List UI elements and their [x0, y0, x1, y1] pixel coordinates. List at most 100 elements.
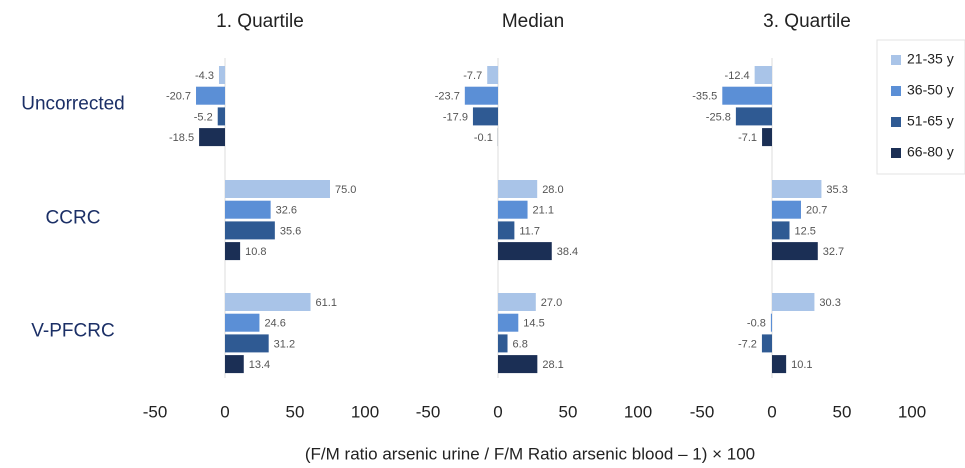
- value-label: -35.5: [692, 91, 717, 103]
- value-label: 28.1: [542, 359, 563, 371]
- value-label: 12.5: [795, 225, 816, 237]
- category-label: CCRC: [46, 207, 101, 228]
- value-label: 27.0: [541, 297, 562, 309]
- value-label: -20.7: [166, 91, 191, 103]
- value-label: 6.8: [513, 338, 528, 350]
- value-label: 32.6: [276, 205, 297, 217]
- value-label: -23.7: [435, 91, 460, 103]
- value-label: 10.8: [245, 246, 266, 258]
- bar: [772, 180, 822, 198]
- value-label: 21.1: [533, 205, 554, 217]
- value-label: 75.0: [335, 184, 356, 196]
- legend-label: 51-65 y: [907, 113, 954, 129]
- value-label: -0.1: [474, 132, 493, 144]
- legend-label: 66-80 y: [907, 144, 954, 160]
- value-label: 14.5: [523, 318, 544, 330]
- x-tick-label: -50: [690, 402, 715, 421]
- value-label: 13.4: [249, 359, 270, 371]
- legend-label: 21-35 y: [907, 51, 954, 67]
- value-label: -17.9: [443, 111, 468, 123]
- bar: [196, 86, 225, 105]
- value-label: 28.0: [542, 184, 563, 196]
- bar: [772, 200, 801, 219]
- bar: [498, 313, 519, 332]
- value-label: 20.7: [806, 205, 827, 217]
- bar: [498, 242, 552, 261]
- value-label: 61.1: [316, 297, 337, 309]
- panel-title: 1. Quartile: [216, 11, 304, 32]
- legend-swatch: [891, 117, 901, 127]
- bar: [772, 221, 790, 240]
- value-label: 24.6: [264, 318, 285, 330]
- bar: [772, 355, 787, 374]
- bar: [464, 86, 498, 105]
- x-tick-label: 100: [898, 402, 926, 421]
- bar: [225, 221, 275, 240]
- x-tick-label: 0: [767, 402, 776, 421]
- value-label: -4.3: [195, 70, 214, 82]
- value-label: -12.4: [725, 70, 750, 82]
- bar: [770, 313, 772, 332]
- bar: [498, 355, 538, 374]
- bar: [498, 200, 528, 219]
- x-tick-label: 0: [220, 402, 229, 421]
- bar: [225, 355, 244, 374]
- bar: [754, 66, 772, 84]
- category-label: V-PFCRC: [31, 320, 114, 341]
- value-label: 35.6: [280, 225, 301, 237]
- x-tick-label: 100: [351, 402, 379, 421]
- legend-label: 36-50 y: [907, 82, 954, 98]
- value-label: -25.8: [706, 111, 731, 123]
- value-label: -0.8: [747, 318, 766, 330]
- x-tick-label: 50: [286, 402, 305, 421]
- bar: [722, 86, 772, 105]
- bar: [487, 66, 498, 84]
- bar: [498, 180, 538, 198]
- x-tick-label: 50: [559, 402, 578, 421]
- bar: [199, 128, 225, 147]
- panel-title: Median: [502, 11, 564, 32]
- value-label: -7.7: [463, 70, 482, 82]
- bar: [735, 107, 772, 126]
- x-axis-label: (F/M ratio arsenic urine / F/M Ratio ars…: [305, 444, 755, 463]
- legend-swatch: [891, 86, 901, 96]
- value-label: 30.3: [819, 297, 840, 309]
- category-label: Uncorrected: [21, 93, 125, 114]
- bar: [772, 242, 818, 261]
- x-tick-label: 100: [624, 402, 652, 421]
- value-label: -5.2: [194, 111, 213, 123]
- bar: [225, 334, 269, 353]
- panel-title: 3. Quartile: [763, 11, 851, 32]
- value-label: 38.4: [557, 246, 578, 258]
- bar: [217, 107, 225, 126]
- bar: [498, 293, 536, 311]
- x-tick-label: 50: [833, 402, 852, 421]
- x-tick-label: 0: [493, 402, 502, 421]
- bar: [225, 313, 260, 332]
- x-tick-label: -50: [416, 402, 441, 421]
- value-label: 11.7: [519, 225, 540, 237]
- value-label: 10.1: [791, 359, 812, 371]
- bar: [218, 66, 225, 84]
- value-label: 35.3: [826, 184, 847, 196]
- bar: [225, 242, 241, 261]
- bar: [762, 128, 772, 147]
- bar: [498, 334, 508, 353]
- value-label: -7.1: [738, 132, 757, 144]
- bar: [225, 180, 330, 198]
- bar: [761, 334, 772, 353]
- value-label: -7.2: [738, 338, 757, 350]
- legend-swatch: [891, 55, 901, 65]
- x-tick-label: -50: [143, 402, 168, 421]
- bar: [772, 293, 815, 311]
- bar: [472, 107, 498, 126]
- value-label: 31.2: [274, 338, 295, 350]
- value-label: 32.7: [823, 246, 844, 258]
- bar: [225, 200, 271, 219]
- value-label: -18.5: [169, 132, 194, 144]
- bar: [225, 293, 311, 311]
- bar: [498, 221, 515, 240]
- legend-swatch: [891, 148, 901, 158]
